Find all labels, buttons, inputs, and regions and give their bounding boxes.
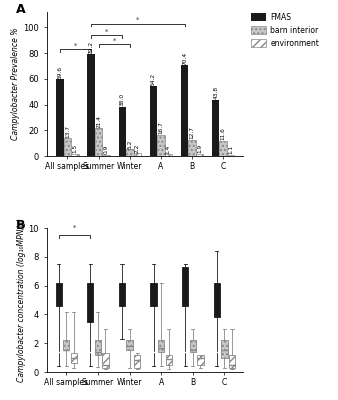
PathPatch shape: [102, 353, 108, 368]
Text: 13.7: 13.7: [65, 125, 70, 138]
PathPatch shape: [221, 340, 227, 358]
Text: B: B: [16, 219, 25, 232]
PathPatch shape: [71, 353, 77, 363]
Text: 1.1: 1.1: [228, 145, 233, 154]
Text: 54.2: 54.2: [151, 72, 156, 86]
Bar: [102, 155, 110, 156]
Y-axis label: Campylobacter Prevalence %: Campylobacter Prevalence %: [11, 28, 21, 140]
Text: *: *: [136, 17, 140, 23]
Bar: [64, 138, 71, 156]
PathPatch shape: [190, 340, 196, 352]
Bar: [165, 154, 172, 156]
Text: 38.0: 38.0: [120, 93, 125, 106]
PathPatch shape: [126, 340, 133, 350]
Bar: [134, 153, 141, 156]
Bar: [126, 149, 134, 156]
Bar: [188, 140, 196, 156]
Text: 1.5: 1.5: [72, 144, 77, 154]
Text: 16.7: 16.7: [159, 121, 163, 134]
PathPatch shape: [119, 283, 125, 306]
Bar: [119, 107, 126, 156]
Text: 5.2: 5.2: [127, 139, 132, 149]
Text: 21.4: 21.4: [96, 115, 101, 128]
PathPatch shape: [134, 355, 140, 368]
PathPatch shape: [182, 267, 188, 306]
PathPatch shape: [158, 340, 164, 352]
Text: *: *: [113, 38, 116, 44]
Text: 11.6: 11.6: [221, 128, 226, 140]
Text: 2.2: 2.2: [135, 143, 140, 152]
Text: 43.8: 43.8: [213, 86, 218, 99]
Text: 1.9: 1.9: [197, 144, 202, 153]
Bar: [71, 154, 79, 156]
Text: 12.7: 12.7: [190, 126, 195, 139]
Bar: [181, 66, 188, 156]
Bar: [219, 141, 227, 156]
Bar: [150, 86, 157, 156]
Bar: [227, 154, 235, 156]
Text: 70.4: 70.4: [182, 52, 187, 65]
Bar: [196, 154, 203, 156]
Bar: [157, 134, 165, 156]
Text: 1.4: 1.4: [166, 144, 171, 154]
Bar: [95, 128, 102, 156]
PathPatch shape: [55, 283, 62, 306]
Y-axis label: Campylobacter concentration (log₁₀MPN/g): Campylobacter concentration (log₁₀MPN/g): [17, 218, 26, 382]
Text: A: A: [16, 3, 26, 16]
Bar: [212, 100, 219, 156]
PathPatch shape: [87, 283, 94, 322]
Bar: [56, 79, 64, 156]
PathPatch shape: [95, 340, 101, 355]
Bar: [88, 54, 95, 156]
Text: *: *: [105, 29, 108, 35]
Legend: FMAS, barn interior, environment: FMAS, barn interior, environment: [251, 13, 319, 48]
Text: *: *: [73, 225, 76, 231]
Text: 59.6: 59.6: [57, 66, 63, 79]
Text: 0.9: 0.9: [103, 145, 108, 154]
PathPatch shape: [150, 283, 157, 306]
PathPatch shape: [229, 355, 235, 368]
Text: 79.2: 79.2: [89, 40, 94, 54]
Text: *: *: [74, 43, 77, 49]
PathPatch shape: [166, 355, 172, 365]
PathPatch shape: [63, 340, 69, 350]
PathPatch shape: [214, 283, 220, 317]
PathPatch shape: [197, 355, 203, 365]
